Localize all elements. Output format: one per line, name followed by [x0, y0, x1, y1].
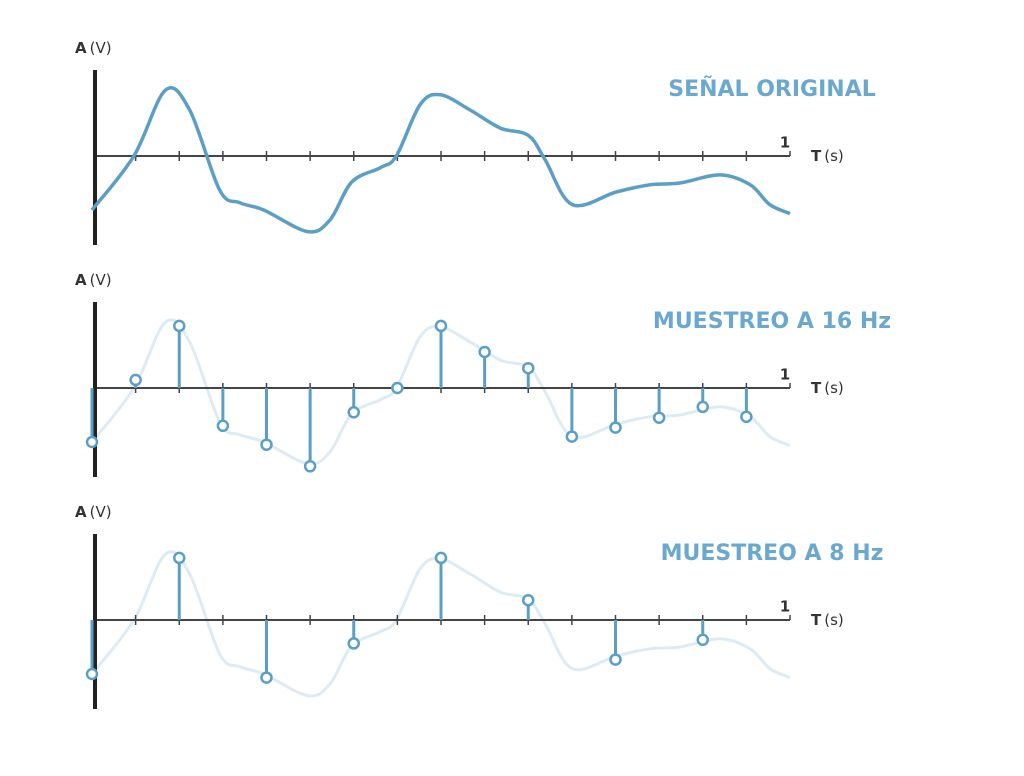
- x-axis-label: T (s): [811, 379, 844, 397]
- x-tick-label: 1: [780, 598, 790, 616]
- sample-point: [434, 551, 448, 565]
- signal-curve: [90, 86, 791, 234]
- sample-point: [522, 593, 535, 607]
- sample-point: [173, 319, 186, 333]
- y-axis-name: A: [75, 39, 87, 57]
- chart-title: MUESTREO A 8 Hz: [661, 541, 884, 566]
- x-axis-name: T: [811, 611, 822, 629]
- sample-point: [652, 411, 666, 424]
- reference-curve: [90, 318, 791, 466]
- sample-point: [522, 361, 535, 375]
- sample-point: [740, 410, 753, 424]
- x-axis-label: T (s): [811, 147, 844, 165]
- sample-point: [85, 435, 99, 449]
- y-axis-label: A (V): [75, 503, 112, 521]
- sample-point: [609, 421, 622, 434]
- y-axis-name: A: [75, 271, 87, 289]
- x-axis-name: T: [811, 379, 822, 397]
- sample-point: [478, 345, 491, 359]
- x-axis-unit: (s): [824, 379, 844, 397]
- sample-point: [260, 438, 273, 451]
- y-axis-unit: (V): [90, 39, 112, 57]
- y-axis-unit: (V): [90, 271, 112, 289]
- x-axis-label: T (s): [811, 611, 844, 629]
- x-axis-unit: (s): [824, 147, 844, 165]
- sample-point: [85, 667, 99, 681]
- reference-curve: [90, 550, 791, 698]
- y-axis-name: A: [75, 503, 87, 521]
- sample-point: [347, 637, 360, 650]
- x-tick-label: 1: [780, 366, 790, 384]
- sample-point: [347, 406, 360, 419]
- y-axis-unit: (V): [90, 503, 112, 521]
- x-tick-label: 1: [780, 134, 790, 152]
- sample-point: [565, 430, 579, 443]
- chart-title: MUESTREO A 16 Hz: [653, 309, 891, 334]
- chart-title: SEÑAL ORIGINAL: [668, 76, 876, 102]
- sample-point: [696, 400, 709, 414]
- y-axis-label: A (V): [75, 271, 112, 289]
- sample-point: [303, 460, 317, 473]
- sample-point: [434, 319, 448, 333]
- y-axis-label: A (V): [75, 39, 112, 57]
- x-axis-unit: (s): [824, 611, 844, 629]
- sample-point: [216, 419, 230, 433]
- sample-point: [260, 671, 273, 684]
- sample-point: [391, 381, 404, 395]
- sample-point: [129, 373, 142, 387]
- x-axis-name: T: [811, 147, 822, 165]
- sample-point: [173, 551, 186, 565]
- sample-point: [609, 653, 622, 666]
- sample-point: [696, 633, 709, 647]
